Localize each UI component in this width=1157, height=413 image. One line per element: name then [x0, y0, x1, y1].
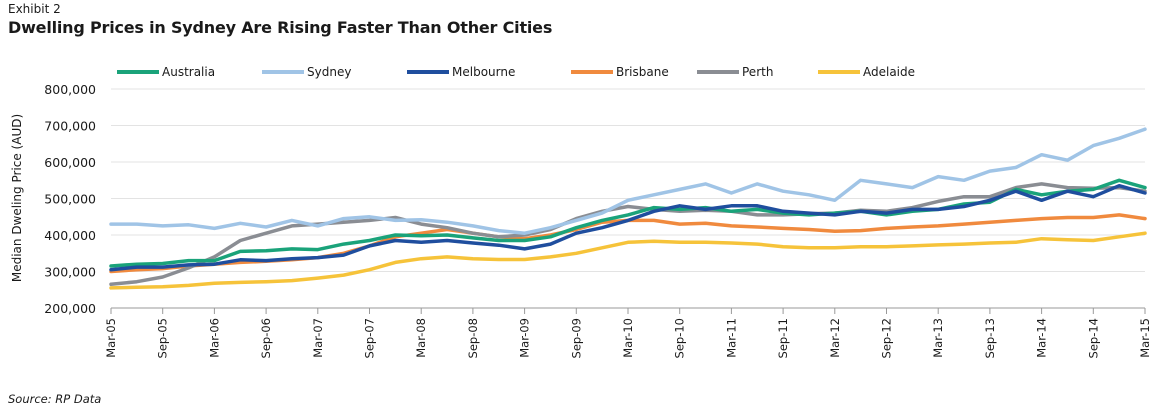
y-tick-label: 700,000 [44, 119, 96, 134]
source-note: Source: RP Data [8, 392, 102, 406]
x-tick-label: Mar-14 [1035, 318, 1049, 358]
legend-label: Melbourne [452, 65, 515, 79]
y-tick-label: 300,000 [44, 265, 96, 280]
y-axis-title: Median Dweling Price (AUD) [10, 114, 24, 282]
x-tick-label: Mar-10 [621, 318, 635, 358]
x-tick-label: Mar-08 [414, 318, 428, 358]
x-tick-label: Sep-10 [673, 318, 687, 358]
x-tick-label: Mar-15 [1138, 318, 1152, 358]
x-tick-label: Mar-12 [828, 318, 842, 358]
y-tick-label: 800,000 [44, 82, 96, 97]
series-lines [109, 127, 1147, 290]
x-tick-label: Mar-07 [311, 318, 325, 358]
series-line-sydney [109, 127, 1147, 235]
x-tick-label: Mar-06 [207, 318, 221, 358]
y-tick-label: 200,000 [44, 301, 96, 316]
legend-label: Australia [162, 65, 215, 79]
series-line-melbourne [109, 183, 1147, 272]
x-tick-label: Sep-11 [776, 318, 790, 358]
series-line-adelaide [109, 231, 1147, 290]
legend-label: Sydney [307, 65, 351, 79]
legend-item-melbourne: Melbourne [407, 65, 515, 79]
y-axis: 200,000 300,000 400,000 500,000 600,000 700,0… [44, 82, 96, 316]
legend-label: Adelaide [863, 65, 915, 79]
legend-label: Perth [742, 65, 773, 79]
x-tick-label: Sep-07 [363, 318, 377, 358]
y-tick-label: 500,000 [44, 192, 96, 207]
x-tick-label: Sep-06 [259, 318, 273, 358]
x-tick-label: Mar-09 [518, 318, 532, 358]
x-tick-label: Sep-09 [569, 318, 583, 358]
x-tick-label: Mar-13 [931, 318, 945, 358]
legend: Australia Sydney Melbourne Brisbane Perth Ade… [117, 65, 915, 79]
x-tick-label: Mar-11 [724, 318, 738, 358]
x-tick-label: Sep-13 [983, 318, 997, 358]
chart-title: Dwelling Prices in Sydney Are Rising Fas… [8, 18, 553, 37]
x-axis: Mar-05 Sep-05 Mar-06 Sep-06 Mar-07 Sep-07 Mar-… [104, 307, 1152, 358]
legend-item-sydney: Sydney [262, 65, 351, 79]
legend-item-australia: Australia [117, 65, 215, 79]
gridlines [111, 88, 1145, 272]
legend-item-brisbane: Brisbane [571, 65, 669, 79]
legend-label: Brisbane [616, 65, 669, 79]
legend-item-perth: Perth [697, 65, 773, 79]
exhibit-label: Exhibit 2 [8, 2, 61, 16]
x-tick-label: Mar-05 [104, 318, 118, 358]
x-tick-label: Sep-08 [466, 318, 480, 358]
legend-item-adelaide: Adelaide [818, 65, 915, 79]
x-tick-label: Sep-05 [156, 318, 170, 358]
x-tick-label: Sep-14 [1086, 318, 1100, 358]
series-line-perth [109, 182, 1147, 287]
x-tick-label: Sep-12 [880, 318, 894, 358]
y-tick-label: 600,000 [44, 155, 96, 170]
y-tick-label: 400,000 [44, 228, 96, 243]
